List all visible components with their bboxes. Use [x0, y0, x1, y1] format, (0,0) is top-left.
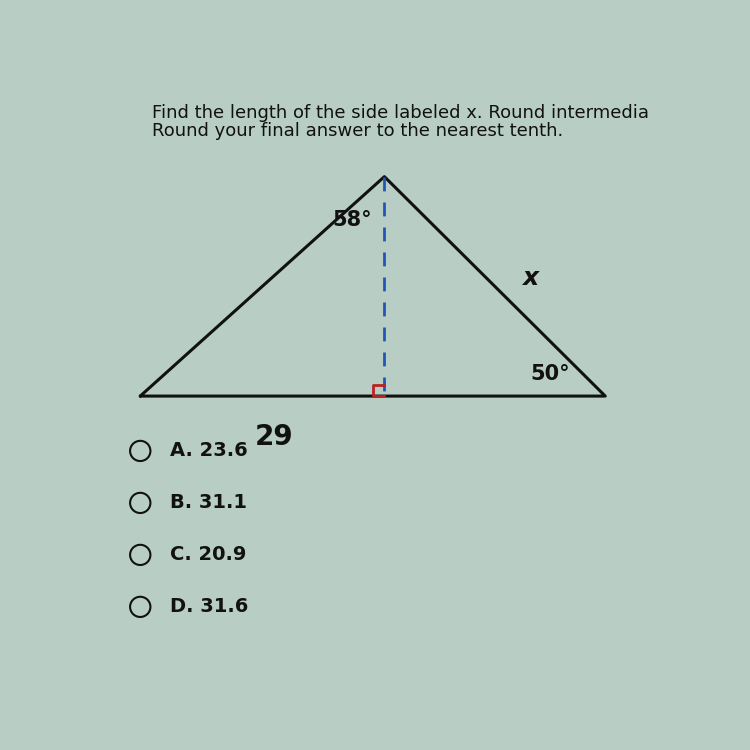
- Text: C. 20.9: C. 20.9: [170, 545, 247, 565]
- Text: 58°: 58°: [332, 210, 372, 230]
- Text: B. 31.1: B. 31.1: [170, 494, 248, 512]
- Text: Round your final answer to the nearest tenth.: Round your final answer to the nearest t…: [152, 122, 563, 140]
- Text: x: x: [522, 266, 538, 290]
- Text: 50°: 50°: [530, 364, 570, 384]
- Text: Find the length of the side labeled x. Round intermedia: Find the length of the side labeled x. R…: [152, 104, 649, 122]
- Text: A. 23.6: A. 23.6: [170, 442, 248, 460]
- Text: D. 31.6: D. 31.6: [170, 597, 249, 616]
- Text: 29: 29: [254, 422, 293, 451]
